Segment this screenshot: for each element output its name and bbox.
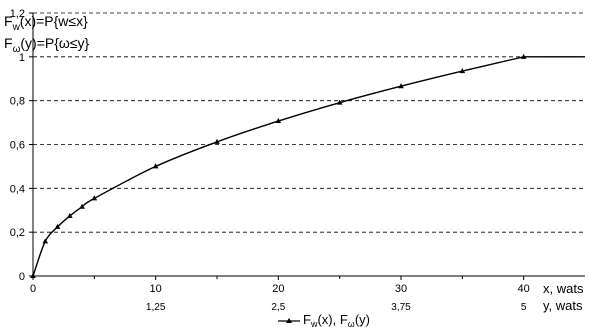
legend-label: Fw(x), Fω(y): [303, 312, 370, 327]
data-point: [214, 138, 220, 144]
data-point: [91, 195, 98, 201]
data-point: [54, 223, 61, 229]
x-tick-label: 20: [272, 283, 284, 295]
y-tick-label: 0,6: [10, 140, 25, 152]
x-tick-labels: 0 10 20 30 40: [30, 283, 530, 295]
x-tick-label: 10: [150, 283, 162, 295]
series: [30, 53, 585, 278]
data-point: [42, 238, 49, 244]
data-point: [30, 273, 36, 278]
data-point: [459, 68, 466, 74]
data-point: [336, 99, 343, 105]
y-tick-label: 1,2: [10, 8, 25, 20]
gridlines: [33, 12, 585, 233]
x2-axis-label: y, wats: [543, 298, 583, 313]
series-line: [32, 56, 585, 277]
x2-tick-label: 3,75: [391, 302, 411, 313]
annotation-fw: Fw(x)=P{w≤x}: [4, 13, 88, 33]
data-point: [79, 203, 85, 209]
y-tick-label: 0,8: [10, 96, 25, 108]
x2-tick-label: 5: [521, 302, 527, 313]
x-tick-label: 40: [518, 283, 530, 295]
y-tick-label: 0: [19, 271, 25, 283]
y-tick-label: 1: [19, 52, 25, 64]
y-tick-labels: 0 0,2 0,4 0,6 0,8 1 1,2: [10, 8, 25, 283]
y-secondary-tick-labels: 1,25 2,5 3,75 5: [146, 302, 527, 313]
x-axis-label: x, wats: [543, 281, 584, 296]
y-tick-label: 0,2: [10, 227, 25, 239]
y-tick-label: 0,4: [10, 183, 25, 195]
data-point: [398, 83, 404, 89]
x2-tick-label: 2,5: [271, 302, 285, 313]
data-point: [67, 212, 73, 218]
legend-marker: [286, 318, 292, 323]
axes: [29, 12, 585, 280]
data-point: [520, 53, 527, 59]
data-point: [275, 118, 282, 124]
data-point: [152, 163, 159, 169]
x-tick-label: 30: [395, 283, 407, 295]
x2-tick-label: 1,25: [146, 302, 166, 313]
legend: Fw(x), Fω(y): [278, 312, 370, 327]
x-tick-label: 0: [30, 283, 36, 295]
annotation-fomega: Fω(y)=P{ω≤y}: [4, 35, 90, 55]
